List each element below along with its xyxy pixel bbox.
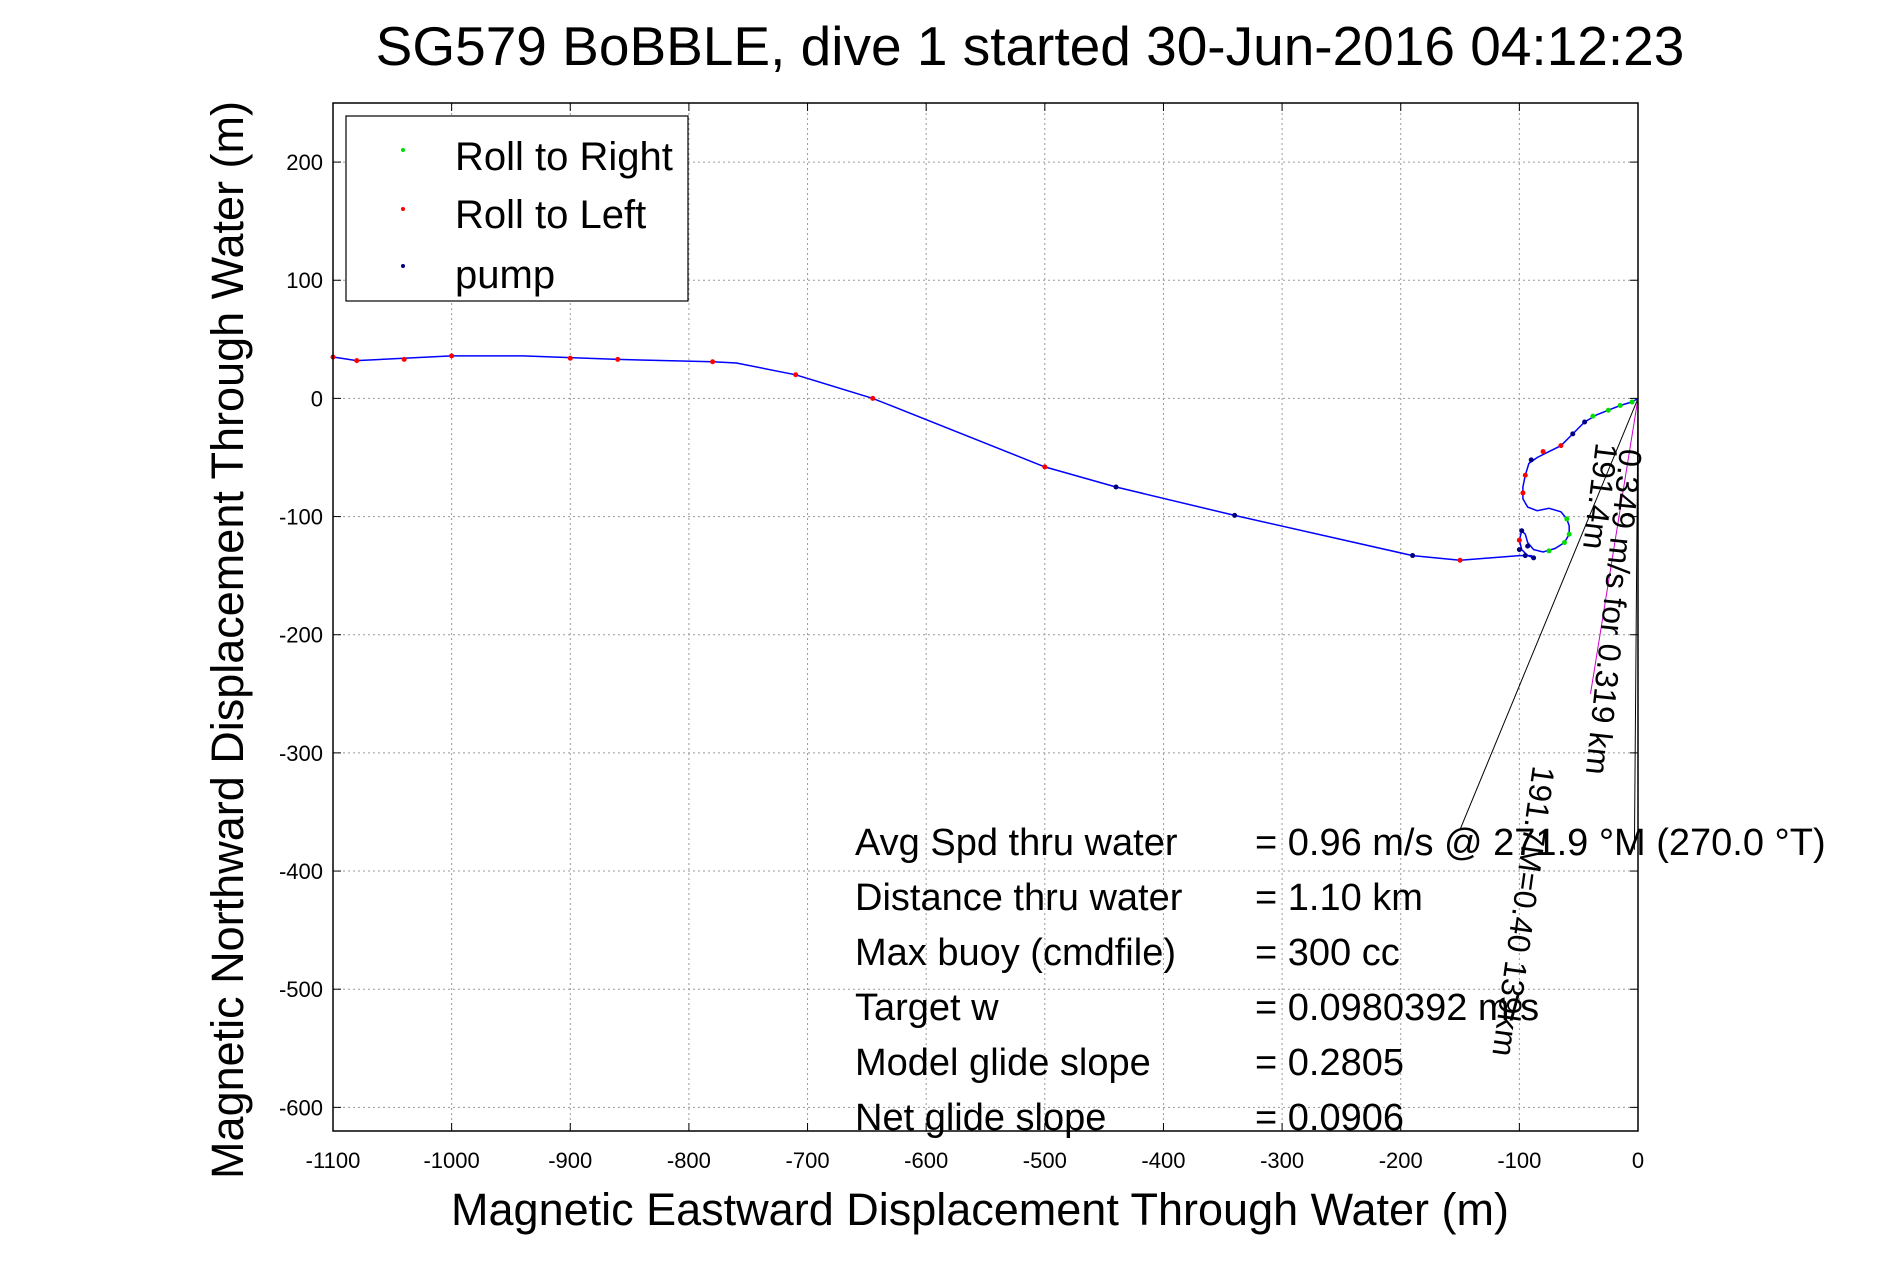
stat-label-model-glide: Model glide slope — [855, 1042, 1151, 1084]
current-line — [1590, 398, 1639, 694]
x-tick-label: -600 — [904, 1148, 948, 1173]
x-axis-label: Magnetic Eastward Displacement Through W… — [451, 1184, 1509, 1235]
y-tick-label: -100 — [279, 505, 323, 530]
roll-left-point — [1522, 472, 1528, 478]
roll-left-point — [1540, 449, 1546, 455]
x-tick-label: -500 — [1023, 1148, 1067, 1173]
stat-value-distance: = 1.10 km — [1255, 877, 1423, 919]
pump-point — [1410, 553, 1416, 559]
dive-statistics: Avg Spd thru water = 0.96 m/s @ 271.9 °M… — [855, 822, 1826, 1139]
y-tick-label: -500 — [279, 977, 323, 1002]
pump-point — [1232, 512, 1238, 518]
stat-label-target-w: Target w — [855, 987, 999, 1029]
legend-label-roll-right: Roll to Right — [455, 135, 673, 179]
y-axis-label: Magnetic Northward Displacement Through … — [202, 101, 253, 1179]
pump-point — [1519, 528, 1525, 534]
stat-label-avg-speed: Avg Spd thru water — [855, 822, 1178, 864]
roll-left-point — [1042, 464, 1048, 470]
axis-ticks: -1100 -1000 -900 -800 -700 -600 -500 -400 -300 -2… — [279, 103, 1644, 1173]
x-tick-label: -700 — [786, 1148, 830, 1173]
roll-right-point — [1629, 399, 1635, 405]
legend-marker-roll-right — [401, 148, 405, 152]
stat-value-max-buoy: = 300 cc — [1255, 932, 1400, 974]
roll-right-point — [1617, 402, 1623, 408]
roll-right-point — [1590, 413, 1596, 419]
x-tick-label: -400 — [1141, 1148, 1185, 1173]
stat-label-max-buoy: Max buoy (cmdfile) — [855, 932, 1176, 974]
y-tick-label: -200 — [279, 623, 323, 648]
roll-right-point — [1566, 531, 1572, 537]
chart-title: SG579 BoBBLE, dive 1 started 30-Jun-2016… — [376, 15, 1685, 77]
y-tick-label: -600 — [279, 1095, 323, 1120]
stat-label-net-glide: Net glide slope — [855, 1097, 1106, 1139]
roll-left-point — [710, 359, 716, 365]
x-tick-label: 0 — [1632, 1148, 1644, 1173]
plot-frame — [332, 102, 1639, 1132]
roll-left-point — [1516, 537, 1522, 543]
pump-point — [1570, 431, 1576, 437]
current-line — [1459, 398, 1639, 830]
legend: Roll to Right Roll to Left pump — [345, 115, 689, 302]
y-tick-label: 100 — [286, 268, 323, 293]
x-tick-label: -100 — [1497, 1148, 1541, 1173]
x-tick-label: -900 — [548, 1148, 592, 1173]
pump-point — [1531, 555, 1537, 561]
legend-marker-roll-left — [401, 207, 405, 211]
pump-point — [1113, 484, 1119, 490]
y-tick-label: -300 — [279, 741, 323, 766]
roll-left-point — [567, 355, 573, 361]
roll-left-point — [793, 372, 799, 378]
y-tick-label: 0 — [311, 386, 323, 411]
pump-point — [1525, 543, 1531, 549]
stat-value-model-glide: = 0.2805 — [1255, 1042, 1404, 1084]
stat-value-net-glide: = 0.0906 — [1255, 1097, 1404, 1139]
pump-point — [1582, 419, 1588, 425]
legend-marker-pump — [401, 264, 405, 268]
roll-right-point — [1605, 407, 1611, 413]
x-tick-label: -1100 — [306, 1148, 361, 1173]
y-tick-label: -400 — [279, 859, 323, 884]
stat-value-target-w: = 0.0980392 m/s — [1255, 987, 1539, 1029]
roll-left-point — [870, 395, 876, 401]
roll-left-point — [1457, 557, 1463, 563]
stat-label-distance: Distance thru water — [855, 877, 1183, 919]
roll-left-point — [401, 356, 407, 362]
roll-right-point — [1561, 540, 1567, 546]
roll-left-point — [1520, 490, 1526, 496]
legend-label-pump: pump — [455, 253, 555, 297]
pump-point — [1528, 457, 1534, 463]
x-tick-label: -300 — [1260, 1148, 1304, 1173]
roll-left-point — [615, 356, 621, 362]
stat-value-avg-speed: = 0.96 m/s @ 271.9 °M (270.0 °T) — [1255, 822, 1826, 864]
pump-point — [1522, 553, 1528, 559]
roll-right-point — [1564, 516, 1570, 522]
roll-left-point — [449, 353, 455, 359]
roll-right-point — [1546, 548, 1552, 554]
x-tick-label: -200 — [1379, 1148, 1423, 1173]
y-tick-label: 200 — [286, 150, 323, 175]
track-markers — [330, 353, 1635, 563]
pump-point — [1516, 547, 1522, 553]
roll-left-point — [1558, 443, 1564, 449]
x-tick-label: -800 — [667, 1148, 711, 1173]
roll-left-point — [354, 358, 360, 364]
legend-label-roll-left: Roll to Left — [455, 193, 646, 237]
x-tick-label: -1000 — [423, 1148, 479, 1173]
